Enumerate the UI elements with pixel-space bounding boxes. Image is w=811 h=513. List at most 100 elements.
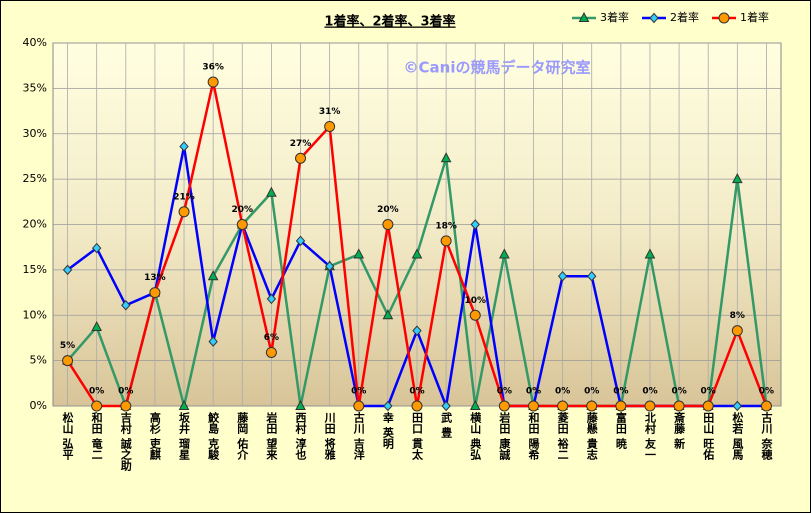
data-point (121, 300, 131, 311)
x-tick-label: 高杉 吏麒 (148, 411, 161, 461)
data-point (62, 355, 74, 367)
data-point (324, 120, 336, 132)
data-point (295, 399, 306, 410)
data-label: 0% (584, 387, 599, 397)
data-point (207, 270, 219, 281)
data-point (732, 400, 742, 412)
data-point (499, 248, 510, 259)
data-point (208, 336, 218, 347)
data-point (411, 400, 423, 412)
y-tick-label: 20% (23, 218, 47, 231)
data-point (411, 248, 423, 259)
data-point (324, 260, 335, 272)
data-label: 0% (89, 387, 104, 397)
data-point (469, 309, 481, 321)
data-label: 8% (730, 311, 745, 321)
x-tick-label: 岩田 康誠 (498, 411, 512, 461)
x-tick-label: 古川 奈穂 (760, 411, 774, 461)
x-tick-label: 北村 友一 (643, 411, 656, 460)
data-label: 0% (497, 387, 512, 397)
data-point (644, 248, 656, 259)
x-tick-label: 横山 典弘 (469, 411, 482, 461)
data-point (266, 186, 277, 197)
data-label: 20% (377, 205, 399, 215)
data-label: 0% (613, 387, 628, 397)
data-label: 0% (555, 387, 570, 397)
data-point (207, 76, 219, 88)
data-point (353, 248, 365, 259)
data-point (382, 219, 394, 230)
data-label: 0% (409, 387, 424, 397)
y-tick-label: 5% (30, 354, 47, 367)
data-label: 0% (642, 387, 657, 397)
data-point (644, 400, 656, 412)
data-point (62, 264, 73, 276)
data-label: 21% (173, 192, 195, 202)
data-point (383, 400, 393, 412)
data-point (673, 400, 685, 412)
x-tick-label: 坂井 瑠星 (178, 411, 191, 460)
data-label: 31% (319, 107, 341, 117)
data-point (440, 235, 452, 247)
data-label: 0% (671, 387, 686, 397)
y-tick-label: 30% (23, 127, 47, 140)
y-tick-label: 0% (30, 399, 47, 412)
x-tick-label: 古川 吉洋 (352, 411, 366, 461)
x-tick-label: 菱田 裕二 (556, 411, 570, 460)
legend-label: 3着率 (600, 10, 629, 24)
data-label: 10% (464, 296, 486, 306)
legend-label: 1着率 (740, 10, 769, 24)
data-point (760, 400, 772, 412)
data-point (586, 400, 598, 412)
data-point (649, 12, 659, 24)
data-label: 0% (351, 387, 366, 397)
x-tick-label: 吉村 誠之助 (119, 411, 132, 472)
data-point (718, 12, 730, 24)
chart-title: 1着率、2着率、3着率 (324, 14, 455, 30)
data-point (615, 400, 627, 412)
data-label: 6% (264, 333, 279, 343)
data-point (92, 242, 102, 254)
data-label: 27% (290, 139, 312, 149)
data-point (266, 293, 277, 305)
x-tick-label: 幸 英明 (381, 411, 395, 450)
x-tick-label: 富田 暁 (614, 411, 627, 450)
data-point (120, 400, 132, 412)
data-point (498, 400, 510, 412)
data-point (295, 235, 306, 247)
data-point (178, 399, 190, 410)
data-point (179, 141, 189, 152)
data-point (91, 400, 103, 412)
data-point (469, 399, 481, 410)
data-point (382, 309, 394, 320)
data-point (265, 346, 277, 358)
data-point (557, 400, 569, 412)
data-point (412, 325, 422, 336)
data-label: 36% (202, 63, 224, 73)
data-point (702, 400, 714, 412)
data-point (441, 400, 451, 412)
y-tick-label: 25% (23, 172, 47, 185)
x-tick-label: 田山 旺佑 (702, 412, 716, 461)
legend-label: 2着率 (670, 10, 699, 24)
x-tick-label: 和田 竜二 (90, 411, 103, 460)
x-tick-label: 斎藤 新 (673, 411, 686, 450)
data-label: 18% (435, 221, 457, 231)
data-label: 0% (526, 387, 541, 397)
data-point (731, 173, 743, 184)
y-tick-label: 15% (23, 263, 47, 276)
x-tick-label: 鮫島 克駿 (207, 411, 220, 461)
data-point (353, 400, 365, 412)
data-label: 0% (118, 387, 133, 397)
x-tick-label: 川田 将雅 (323, 412, 337, 461)
y-tick-label: 40% (23, 36, 47, 49)
data-point (578, 11, 590, 22)
x-tick-label: 松山 弘平 (61, 411, 74, 461)
x-tick-label: 岩田 望来 (265, 411, 279, 461)
y-tick-label: 35% (23, 81, 47, 94)
data-point (295, 152, 307, 164)
data-point (149, 287, 161, 299)
data-point (527, 400, 539, 412)
x-tick-label: 武 豊 (440, 411, 453, 438)
data-point (470, 219, 480, 230)
